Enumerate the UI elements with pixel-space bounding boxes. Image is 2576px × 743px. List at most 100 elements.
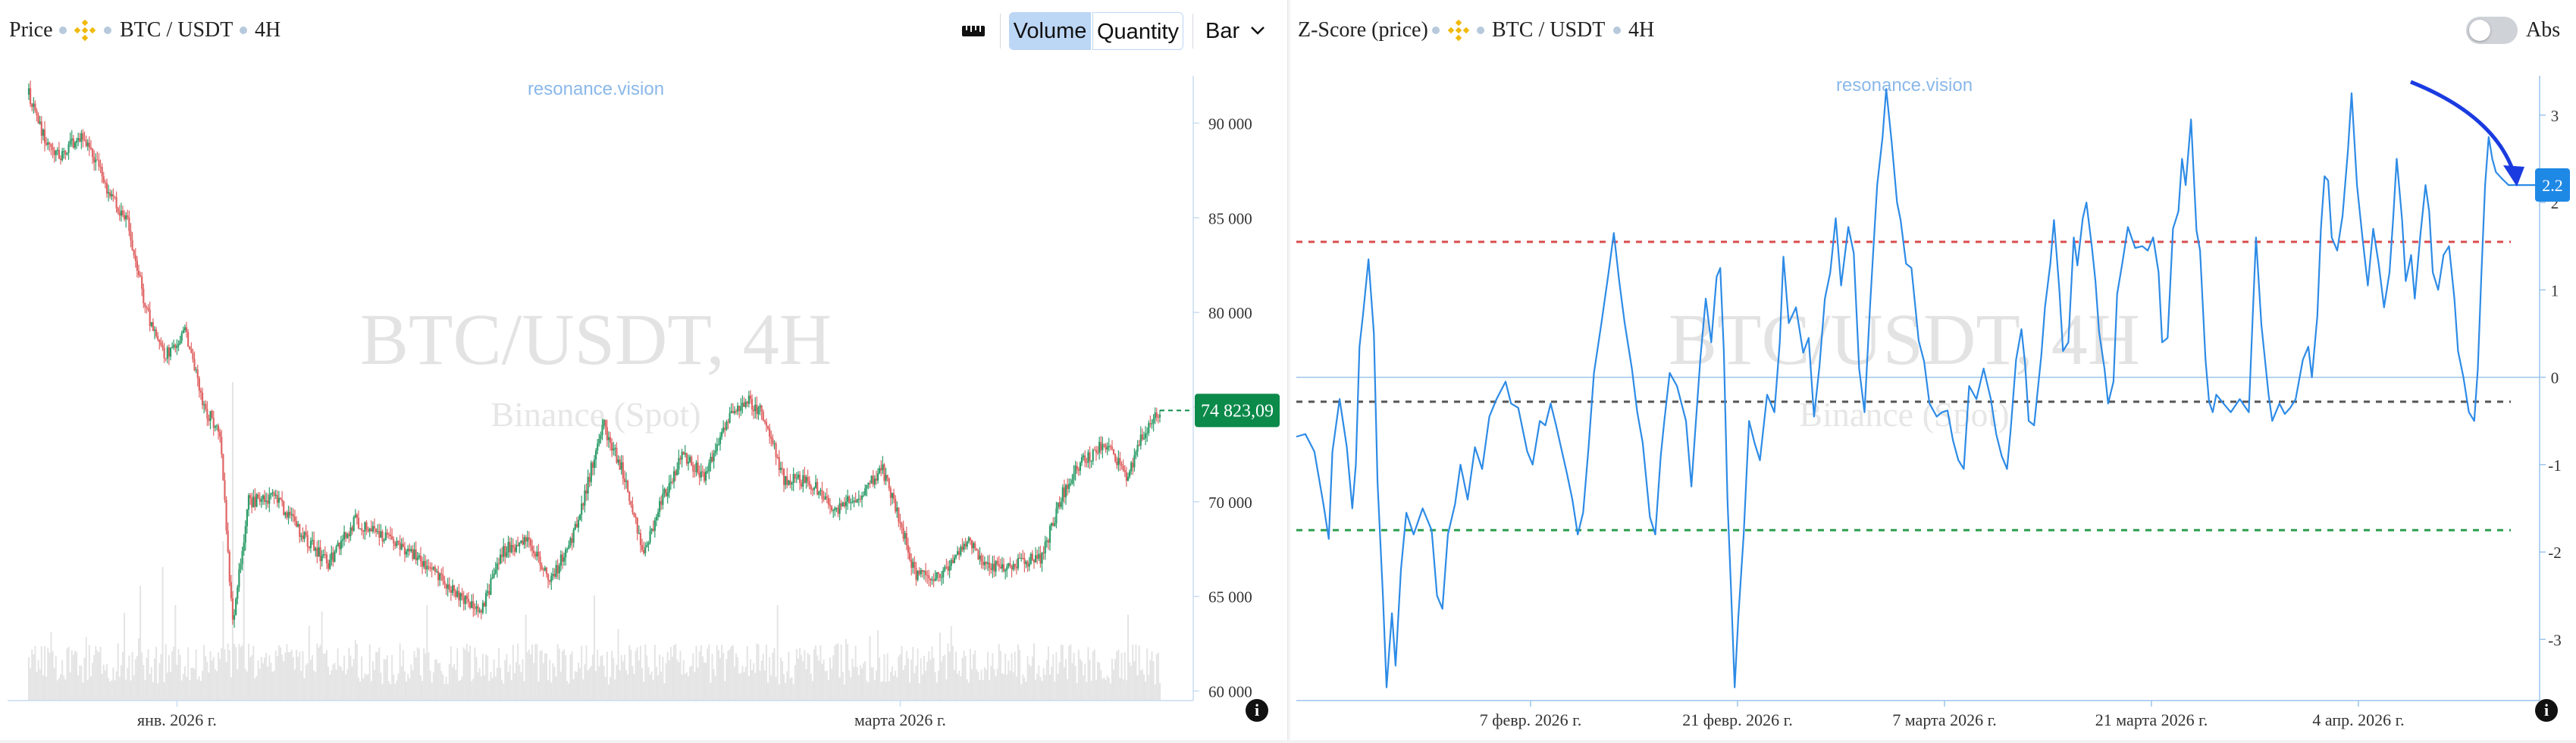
volume-bar xyxy=(83,657,86,701)
candle xyxy=(698,465,700,486)
volume-bar xyxy=(1111,658,1113,701)
candle xyxy=(461,588,463,600)
volume-bar xyxy=(877,630,879,701)
price-panel-header: Price BTC / USDT 4H Volume Quantity Bar xyxy=(0,0,1287,61)
candle xyxy=(623,470,626,490)
volume-bar xyxy=(776,605,779,701)
candle xyxy=(604,419,606,435)
volume-bar xyxy=(488,681,490,701)
candle xyxy=(377,524,379,535)
volume-bar xyxy=(349,656,352,701)
volume-bar xyxy=(31,649,33,701)
candle xyxy=(857,490,860,506)
candle xyxy=(115,191,118,213)
candle xyxy=(710,452,712,472)
volume-bar xyxy=(558,648,560,701)
info-button[interactable]: i xyxy=(1246,699,1268,722)
volume-bar xyxy=(783,674,785,701)
candle xyxy=(475,600,478,615)
candle xyxy=(655,513,658,527)
candle xyxy=(426,559,428,577)
quantity-toggle-button[interactable]: Quantity xyxy=(1092,12,1183,50)
y-tick-label: 60 000 xyxy=(1208,683,1252,701)
volume-bar xyxy=(130,680,132,701)
volume-bar xyxy=(478,667,481,701)
volume-bar xyxy=(432,672,434,701)
candle xyxy=(237,585,239,605)
volume-bar xyxy=(804,650,806,701)
volume-bar xyxy=(147,649,149,701)
y-tick-label: 3 xyxy=(2551,107,2559,125)
candle xyxy=(453,585,456,597)
candle xyxy=(606,419,608,447)
candle xyxy=(714,443,716,457)
candle xyxy=(738,405,741,419)
volume-bar xyxy=(96,651,99,701)
candle xyxy=(102,171,105,184)
volume-bar xyxy=(665,663,667,701)
candle xyxy=(456,587,459,598)
volume-bar xyxy=(635,651,637,701)
zscore-chart[interactable]: resonance.vision BTC/USDT, 4H Binance (S… xyxy=(1290,61,2576,740)
candle xyxy=(1109,444,1111,451)
candle xyxy=(860,491,863,508)
volume-bar xyxy=(121,651,124,701)
volume-bar xyxy=(120,665,122,701)
volume-bar xyxy=(1083,675,1085,701)
volume-bar xyxy=(1086,682,1088,701)
candle xyxy=(400,538,403,551)
volume-bar xyxy=(526,651,528,701)
volume-bar xyxy=(390,684,392,701)
volume-bar xyxy=(819,645,822,701)
volume-bar xyxy=(243,557,245,701)
candle xyxy=(260,496,262,508)
info-button[interactable]: i xyxy=(2535,699,2558,722)
candle xyxy=(985,561,988,569)
volume-bar xyxy=(496,667,498,701)
abs-toggle-switch[interactable] xyxy=(2466,17,2518,44)
volume-bar xyxy=(851,658,854,701)
candle xyxy=(431,562,433,578)
candle xyxy=(891,492,894,505)
volume-bar xyxy=(403,671,406,701)
volume-bar xyxy=(137,638,139,701)
candle xyxy=(33,97,35,114)
volume-bar xyxy=(945,679,948,701)
candle xyxy=(432,566,434,571)
volume-bar xyxy=(891,666,893,701)
candle xyxy=(1086,457,1088,468)
candle xyxy=(203,400,205,414)
volume-bar xyxy=(979,679,981,701)
candle xyxy=(435,568,438,573)
volume-bar xyxy=(218,652,220,701)
candle xyxy=(609,431,612,451)
volume-toggle-button[interactable]: Volume xyxy=(1009,12,1091,50)
volume-bar xyxy=(361,656,363,701)
candle xyxy=(1130,461,1133,475)
candle xyxy=(561,550,564,569)
volume-bar xyxy=(971,669,973,701)
chevron-down-icon[interactable] xyxy=(1249,24,1266,36)
price-chart[interactable]: resonance.vision BTC/USDT, 4H Binance (S… xyxy=(0,61,1287,740)
candle xyxy=(150,321,152,328)
chart-type-dropdown[interactable]: Bar xyxy=(1205,12,1266,50)
volume-bar xyxy=(393,674,395,701)
volume-bar xyxy=(998,644,1000,701)
candle xyxy=(901,522,903,535)
volume-bar xyxy=(265,653,268,701)
volume-bar xyxy=(410,664,412,701)
candle xyxy=(769,423,771,444)
volume-bar xyxy=(848,670,851,701)
volume-bar xyxy=(643,682,645,701)
candle xyxy=(506,546,508,559)
candle xyxy=(1116,456,1118,469)
candle xyxy=(937,572,940,582)
ruler-icon[interactable] xyxy=(961,23,986,38)
volume-bar xyxy=(522,659,524,701)
candle xyxy=(963,541,965,553)
candle xyxy=(818,491,820,499)
volume-bar xyxy=(647,666,650,701)
volume-bar xyxy=(863,663,865,701)
volume-bar xyxy=(462,647,465,701)
candle xyxy=(853,497,855,508)
